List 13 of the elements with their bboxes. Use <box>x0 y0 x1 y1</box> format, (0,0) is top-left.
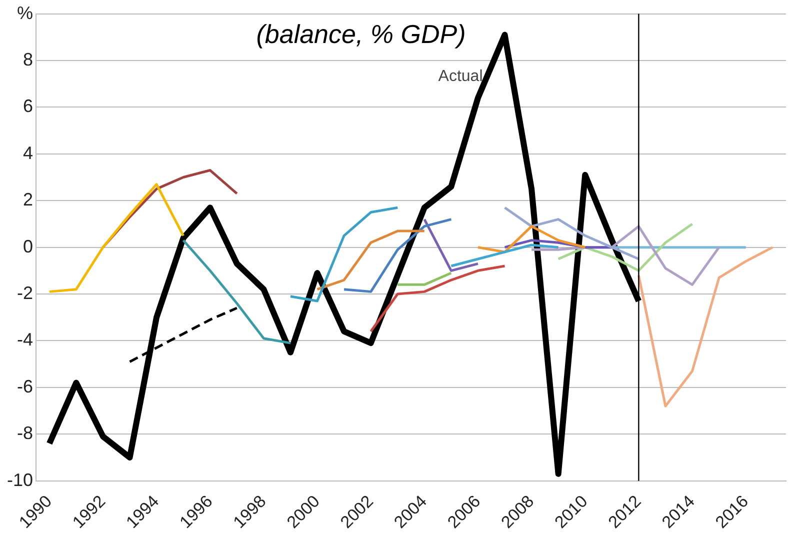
y-tick-label: 8 <box>23 49 34 70</box>
y-tick-label: % <box>17 2 34 23</box>
y-tick-label: 0 <box>23 236 34 256</box>
series-label: Actual <box>438 68 483 86</box>
y-tick-label: -4 <box>17 330 34 350</box>
y-tick-label: 4 <box>23 142 34 163</box>
y-tick-label: 2 <box>23 190 34 210</box>
y-tick-label: -6 <box>17 376 34 396</box>
y-tick-label: -10 <box>7 470 34 490</box>
chart-title: (balance, % GDP) <box>256 19 466 50</box>
y-tick-label: 6 <box>23 96 34 116</box>
y-tick-label: -8 <box>17 423 34 444</box>
y-tick-label: -2 <box>17 282 34 303</box>
